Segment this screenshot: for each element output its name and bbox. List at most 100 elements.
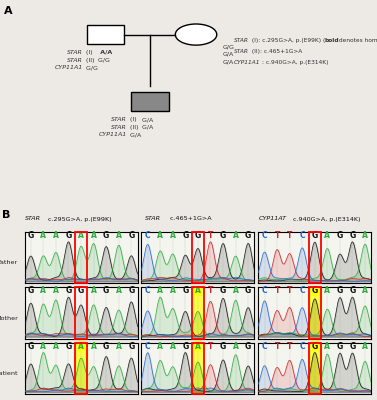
- Text: A: A: [170, 231, 176, 240]
- Bar: [308, 287, 321, 339]
- Text: T: T: [287, 286, 292, 295]
- Text: STAR: STAR: [111, 125, 127, 130]
- Text: G: G: [65, 231, 72, 240]
- Text: A: A: [91, 286, 97, 295]
- Text: G/A: G/A: [222, 60, 234, 64]
- Text: G: G: [128, 286, 135, 295]
- Text: (I): (I): [128, 117, 137, 122]
- Text: C: C: [262, 342, 267, 350]
- Text: G/G: G/G: [96, 58, 110, 63]
- Text: C: C: [262, 231, 267, 240]
- Text: bold: bold: [324, 38, 339, 43]
- Text: A: A: [4, 6, 12, 16]
- Text: A: A: [325, 231, 330, 240]
- Text: G: G: [220, 342, 226, 350]
- Text: STAR: STAR: [234, 38, 249, 43]
- Text: (I): c.295G>A, p.(E99K) (: (I): c.295G>A, p.(E99K) (: [250, 38, 325, 43]
- Text: denotes homozygosity): denotes homozygosity): [337, 38, 377, 43]
- Text: A: A: [78, 231, 84, 240]
- Text: G: G: [245, 342, 251, 350]
- Text: Mother: Mother: [0, 316, 18, 321]
- Text: A: A: [91, 342, 97, 350]
- Text: (II): c.465+1G>A: (II): c.465+1G>A: [250, 49, 302, 54]
- Bar: [75, 343, 87, 394]
- Text: (II): (II): [128, 125, 139, 130]
- Text: G: G: [349, 342, 356, 350]
- Text: G: G: [182, 286, 188, 295]
- Bar: [192, 287, 204, 339]
- Text: G: G: [78, 286, 84, 295]
- Bar: [192, 343, 204, 394]
- Bar: [75, 287, 87, 339]
- Text: T: T: [287, 342, 292, 350]
- Text: G/A: G/A: [140, 117, 154, 122]
- Text: C: C: [262, 286, 267, 295]
- Text: G/G: G/G: [84, 65, 98, 70]
- Text: c.465+1G>A: c.465+1G>A: [167, 216, 211, 222]
- Text: A: A: [195, 342, 201, 350]
- Text: T: T: [208, 231, 213, 240]
- Text: Patient: Patient: [0, 371, 18, 376]
- Text: C: C: [145, 286, 150, 295]
- Text: A: A: [40, 342, 46, 350]
- Text: A: A: [78, 342, 84, 350]
- Text: G: G: [312, 231, 318, 240]
- Text: CYP11A1: CYP11A1: [234, 60, 260, 64]
- Text: G: G: [128, 342, 135, 350]
- Text: : c.940G>A, p.(E314K): : c.940G>A, p.(E314K): [262, 60, 328, 64]
- Bar: [192, 232, 204, 283]
- Text: A: A: [362, 286, 368, 295]
- Bar: [308, 287, 321, 339]
- Text: CYP11A1: CYP11A1: [99, 132, 127, 138]
- Text: A: A: [116, 231, 122, 240]
- Text: A: A: [325, 342, 330, 350]
- Text: (II): (II): [84, 58, 95, 63]
- Bar: [87, 25, 124, 44]
- Bar: [131, 92, 169, 111]
- Text: A: A: [116, 342, 122, 350]
- Text: G/G: G/G: [222, 44, 234, 49]
- Text: A: A: [170, 342, 176, 350]
- Text: A: A: [233, 342, 239, 350]
- Bar: [308, 232, 321, 283]
- Text: A: A: [157, 342, 163, 350]
- Text: (I): (I): [84, 50, 93, 55]
- Bar: [308, 343, 321, 394]
- Text: c.295G>A, p.(E99K): c.295G>A, p.(E99K): [46, 216, 112, 222]
- Text: G/A: G/A: [128, 132, 142, 138]
- Bar: [308, 343, 321, 394]
- Text: A: A: [40, 231, 46, 240]
- Text: CYP11AT: CYP11AT: [259, 216, 287, 222]
- Text: C: C: [299, 342, 305, 350]
- Text: G: G: [65, 342, 72, 350]
- Text: A: A: [362, 342, 368, 350]
- Text: A: A: [53, 342, 59, 350]
- Text: G: G: [312, 342, 318, 350]
- Text: T: T: [208, 286, 213, 295]
- Text: STAR: STAR: [67, 58, 83, 63]
- Text: C: C: [299, 286, 305, 295]
- Text: Father: Father: [0, 260, 18, 265]
- Text: G: G: [182, 231, 188, 240]
- Text: A: A: [233, 286, 239, 295]
- Text: A: A: [170, 286, 176, 295]
- Text: STAR: STAR: [234, 49, 249, 54]
- Text: B: B: [2, 210, 11, 220]
- Text: G: G: [28, 342, 34, 350]
- Bar: [192, 343, 204, 394]
- Text: G: G: [103, 342, 109, 350]
- Text: T: T: [287, 231, 292, 240]
- Text: STAR: STAR: [146, 216, 161, 222]
- Text: A/A: A/A: [96, 50, 112, 55]
- Text: G: G: [312, 286, 318, 295]
- Text: G: G: [28, 286, 34, 295]
- Bar: [192, 287, 204, 339]
- Text: C: C: [145, 231, 150, 240]
- Text: CYP11A1: CYP11A1: [55, 65, 83, 70]
- Text: A: A: [157, 231, 163, 240]
- Text: A: A: [53, 231, 59, 240]
- Text: T: T: [274, 231, 280, 240]
- Circle shape: [175, 24, 217, 45]
- Text: STAR: STAR: [67, 50, 83, 55]
- Text: A: A: [157, 286, 163, 295]
